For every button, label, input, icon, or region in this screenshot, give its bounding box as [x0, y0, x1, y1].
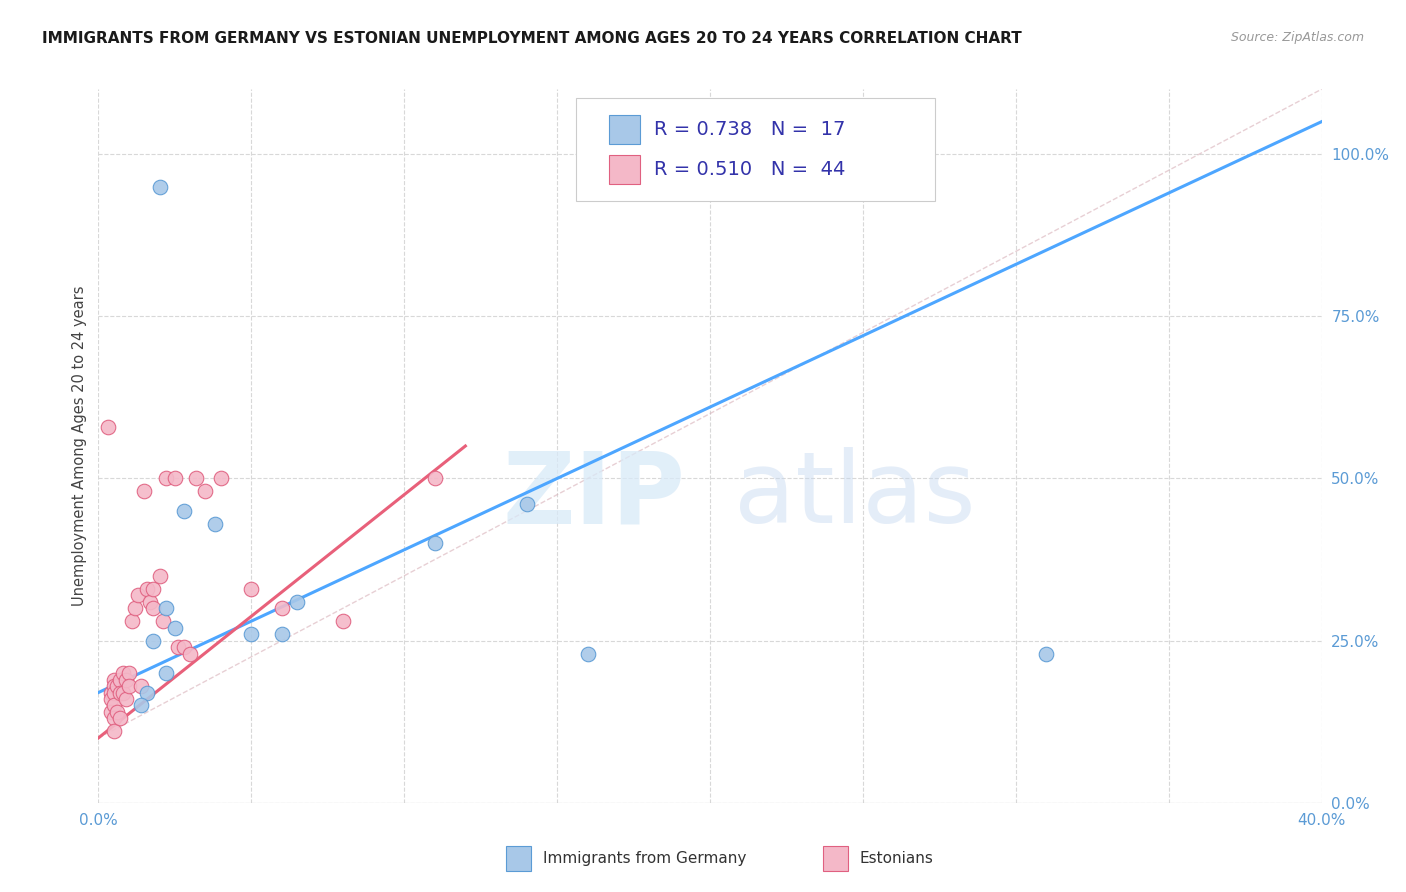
Point — [285, 595, 308, 609]
Point — [173, 504, 195, 518]
Point — [173, 640, 195, 654]
Text: IMMIGRANTS FROM GERMANY VS ESTONIAN UNEMPLOYMENT AMONG AGES 20 TO 24 YEARS CORRE: IMMIGRANTS FROM GERMANY VS ESTONIAN UNEM… — [42, 31, 1022, 46]
Y-axis label: Unemployment Among Ages 20 to 24 years: Unemployment Among Ages 20 to 24 years — [72, 285, 87, 607]
Point — [103, 685, 125, 699]
Point — [423, 471, 446, 485]
Point — [576, 647, 599, 661]
Text: Immigrants from Germany: Immigrants from Germany — [543, 851, 747, 865]
Point — [134, 484, 156, 499]
Point — [270, 627, 292, 641]
Point — [155, 471, 177, 485]
Point — [127, 588, 149, 602]
Point — [136, 685, 159, 699]
Point — [155, 601, 177, 615]
Point — [240, 627, 263, 641]
Point — [139, 595, 162, 609]
Point — [142, 633, 165, 648]
Point — [108, 685, 131, 699]
Point — [136, 582, 159, 596]
Point — [105, 679, 128, 693]
Point — [124, 601, 146, 615]
Point — [100, 692, 122, 706]
Point — [516, 497, 538, 511]
Point — [103, 679, 125, 693]
Point — [103, 711, 125, 725]
Point — [179, 647, 201, 661]
Point — [103, 673, 125, 687]
Point — [204, 516, 226, 531]
Point — [209, 471, 232, 485]
Point — [97, 419, 120, 434]
Point — [105, 705, 128, 719]
Point — [152, 614, 174, 628]
Text: ZIP: ZIP — [503, 448, 686, 544]
Point — [149, 179, 172, 194]
Point — [129, 698, 152, 713]
Point — [103, 698, 125, 713]
Point — [194, 484, 217, 499]
Point — [118, 679, 141, 693]
Point — [423, 536, 446, 550]
Point — [149, 568, 172, 582]
Text: atlas: atlas — [734, 448, 976, 544]
Point — [111, 685, 134, 699]
Text: Source: ZipAtlas.com: Source: ZipAtlas.com — [1230, 31, 1364, 45]
Point — [118, 666, 141, 681]
Point — [155, 666, 177, 681]
Point — [108, 673, 131, 687]
Point — [115, 673, 138, 687]
Point — [332, 614, 354, 628]
Point — [100, 685, 122, 699]
Point — [240, 582, 263, 596]
Point — [142, 601, 165, 615]
Point — [111, 666, 134, 681]
Point — [1035, 647, 1057, 661]
Text: Estonians: Estonians — [859, 851, 934, 865]
Point — [270, 601, 292, 615]
Point — [121, 614, 143, 628]
Point — [163, 621, 186, 635]
Point — [108, 711, 131, 725]
Point — [115, 692, 138, 706]
Point — [186, 471, 208, 485]
Text: R = 0.510   N =  44: R = 0.510 N = 44 — [654, 160, 845, 179]
Point — [167, 640, 190, 654]
Point — [100, 705, 122, 719]
Point — [142, 582, 165, 596]
Point — [129, 679, 152, 693]
Point — [103, 724, 125, 739]
Point — [163, 471, 186, 485]
Text: R = 0.738   N =  17: R = 0.738 N = 17 — [654, 120, 845, 139]
